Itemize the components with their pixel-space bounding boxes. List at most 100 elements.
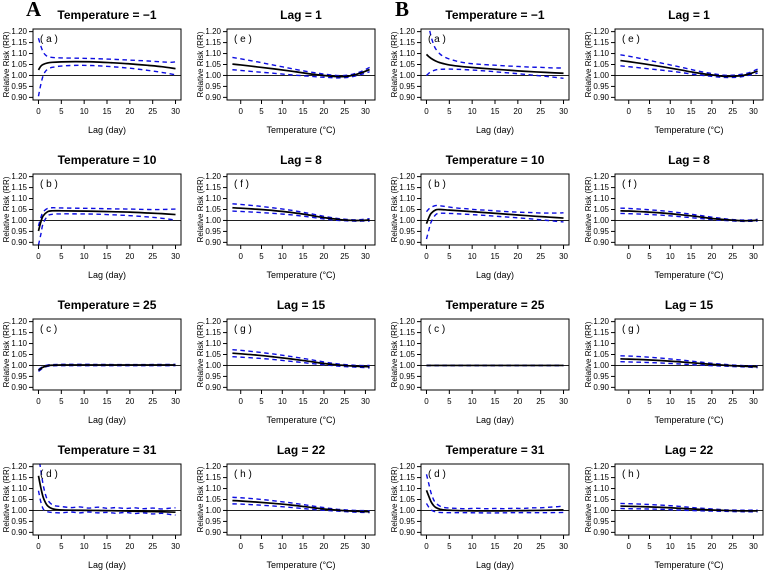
plot-box [420, 173, 570, 246]
subplot-tag: ( g ) [622, 324, 640, 335]
lower-95ci-curve [37, 490, 176, 516]
x-tick-label: 15 [491, 397, 500, 406]
x-tick-label: 20 [125, 107, 134, 116]
y-tick-label: 1.20 [11, 27, 27, 36]
x-tick-label: 5 [647, 252, 652, 261]
y-tick-label: 1.10 [593, 194, 609, 203]
y-tick-label: 1.10 [11, 339, 27, 348]
y-tick-label: 0.90 [593, 93, 609, 102]
subplot-tag: ( c ) [428, 324, 445, 335]
x-tick-label: 0 [626, 542, 631, 551]
x-tick-label: 25 [340, 252, 349, 261]
x-tick-label: 10 [468, 397, 477, 406]
y-tick-label: 1.15 [205, 183, 221, 192]
y-tick-label: 0.90 [205, 528, 221, 537]
x-axis-label: Lag (day) [476, 270, 514, 280]
subplot-title: Temperature = 25 [58, 298, 157, 312]
subplot-title: Lag = 22 [665, 443, 714, 457]
subplot-title: Temperature = 31 [446, 443, 545, 457]
y-tick-label: 0.95 [205, 82, 221, 91]
y-tick-label: 1.15 [11, 328, 27, 337]
y-tick-label: 1.20 [593, 27, 609, 36]
x-axis-label: Lag (day) [88, 270, 126, 280]
y-axis-label: Relative Risk (RR) [584, 466, 593, 532]
x-tick-label: 5 [259, 542, 264, 551]
y-axis-label: Relative Risk (RR) [2, 466, 11, 532]
x-axis-label: Temperature (°C) [654, 125, 723, 135]
x-axis-label: Temperature (°C) [266, 415, 335, 425]
x-tick-label: 15 [299, 252, 308, 261]
y-tick-label: 1.05 [399, 205, 415, 214]
x-tick-label: 25 [340, 542, 349, 551]
x-tick-label: 20 [319, 397, 328, 406]
y-tick-label: 1.10 [399, 49, 415, 58]
x-axis-label: Temperature (°C) [654, 415, 723, 425]
x-axis-label: Temperature (°C) [654, 560, 723, 570]
upper-95ci-curve [425, 204, 564, 214]
subplot-title: Temperature = −1 [57, 8, 156, 22]
x-tick-label: 0 [424, 542, 429, 551]
x-tick-label: 0 [238, 107, 243, 116]
y-tick-label: 1.20 [205, 462, 221, 471]
y-tick-label: 1.15 [11, 473, 27, 482]
x-tick-label: 5 [259, 397, 264, 406]
y-axis-label: Relative Risk (RR) [2, 31, 11, 97]
lower-95ci-curve [37, 64, 176, 97]
lower-95ci-curve [232, 69, 370, 79]
x-tick-label: 20 [319, 252, 328, 261]
subplot-tag: ( d ) [40, 469, 58, 480]
y-tick-label: 1.00 [11, 361, 27, 370]
y-axis-label: Relative Risk (RR) [584, 321, 593, 387]
x-tick-label: 15 [687, 252, 696, 261]
y-tick-label: 1.10 [399, 339, 415, 348]
x-tick-label: 25 [728, 107, 737, 116]
y-tick-label: 1.05 [205, 350, 221, 359]
upper-95ci-curve [620, 355, 758, 367]
y-tick-label: 1.00 [593, 361, 609, 370]
x-tick-label: 20 [513, 397, 522, 406]
upper-95ci-curve [232, 348, 370, 367]
point-estimate-curve [232, 499, 370, 513]
subplot-B-g: Lag = 15 Relative Risk (RR)0.90 0.95 1.00 1.… [584, 298, 764, 425]
x-tick-label: 25 [536, 252, 545, 261]
point-estimate-curve [620, 209, 758, 222]
x-tick-label: 5 [647, 397, 652, 406]
upper-95ci-curve [232, 496, 370, 512]
x-tick-label: 5 [447, 252, 452, 261]
y-tick-label: 1.05 [205, 60, 221, 69]
plot-box [226, 28, 376, 101]
panel-A-grid: Temperature = −1 Relative Risk (RR) 0.90 0.… [0, 0, 388, 580]
y-axis-label: Relative Risk (RR) [584, 31, 593, 97]
subplot-A-b: Temperature = 10 Relative Risk (RR)0.90 0.… [2, 153, 182, 280]
x-tick-label: 20 [319, 542, 328, 551]
y-tick-label: 1.20 [593, 462, 609, 471]
x-tick-label: 20 [513, 107, 522, 116]
x-tick-label: 5 [59, 252, 64, 261]
x-tick-label: 15 [687, 397, 696, 406]
lower-95ci-curve [425, 212, 564, 240]
x-tick-label: 15 [103, 252, 112, 261]
lower-95ci-curve [38, 364, 176, 372]
lower-95ci-curve [620, 65, 758, 79]
plot-box [614, 28, 764, 101]
y-tick-label: 0.95 [205, 372, 221, 381]
upper-95ci-curve [428, 29, 564, 69]
point-estimate-curve [232, 63, 370, 78]
y-tick-label: 1.00 [205, 71, 221, 80]
y-tick-label: 1.20 [205, 172, 221, 181]
y-tick-label: 1.20 [399, 172, 415, 181]
subplot-tag: ( h ) [622, 469, 640, 480]
subplot-tag: ( g ) [234, 324, 252, 335]
x-tick-label: 10 [278, 252, 287, 261]
y-tick-label: 0.95 [399, 517, 415, 526]
y-tick-label: 1.05 [205, 495, 221, 504]
plot-box [420, 28, 570, 101]
y-tick-label: 1.00 [593, 71, 609, 80]
y-tick-label: 0.90 [399, 238, 415, 247]
y-tick-label: 1.15 [399, 38, 415, 47]
y-tick-label: 1.00 [593, 506, 609, 515]
upper-95ci-curve [620, 54, 758, 77]
x-tick-label: 5 [647, 542, 652, 551]
x-tick-label: 30 [749, 252, 758, 261]
panel-B: B Temperature = −1 Relative Risk (RR) 0.90… [388, 0, 776, 581]
